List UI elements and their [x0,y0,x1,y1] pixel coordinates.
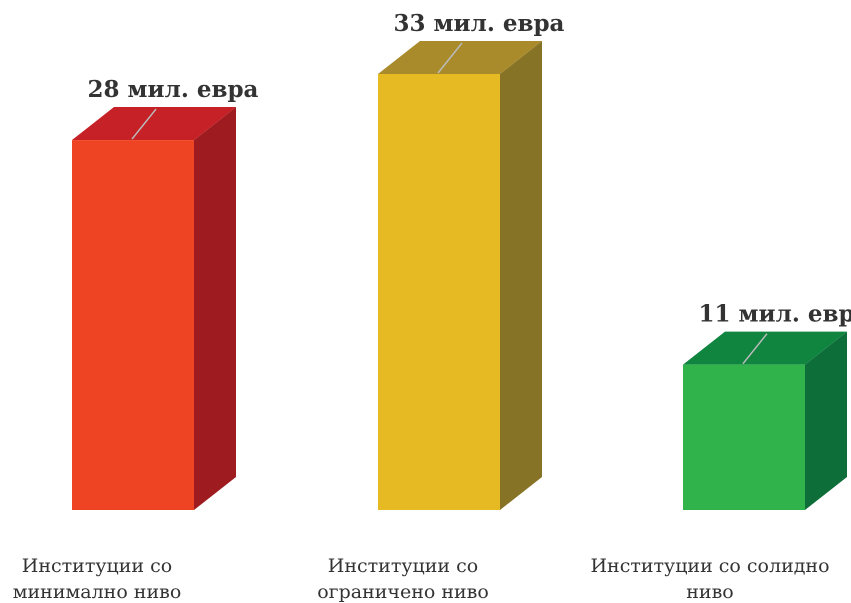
category-label: ниво [686,581,733,603]
bar-front-face [72,140,194,510]
bar-side-face [805,331,847,510]
bar-side-face [500,41,542,510]
data-label: 28 мил. евра [88,76,259,103]
category-label: Институции со [328,555,478,577]
bar-2: 33 мил. евра [378,10,565,510]
category-label: минимално ниво [13,581,182,603]
bar-top-face [683,331,847,365]
bar-top-face [72,107,236,141]
data-label-leader-line [742,333,768,365]
data-label-leader-line [437,42,463,74]
data-label: 33 мил. евра [394,10,565,37]
bar-front-face [683,364,805,510]
bar-front-face [378,74,500,510]
data-label: 11 мил. евра [699,301,851,328]
category-label: Институции со солидно [590,555,829,577]
category-label: Институции со [22,555,172,577]
bar-1: 28 мил. евра [72,76,259,510]
data-label-leader-line [131,108,157,140]
bar-3: 11 мил. евра [683,301,851,510]
bar-side-face [194,107,236,510]
bar-top-face [378,41,542,74]
category-label: ограничено ниво [317,581,489,603]
